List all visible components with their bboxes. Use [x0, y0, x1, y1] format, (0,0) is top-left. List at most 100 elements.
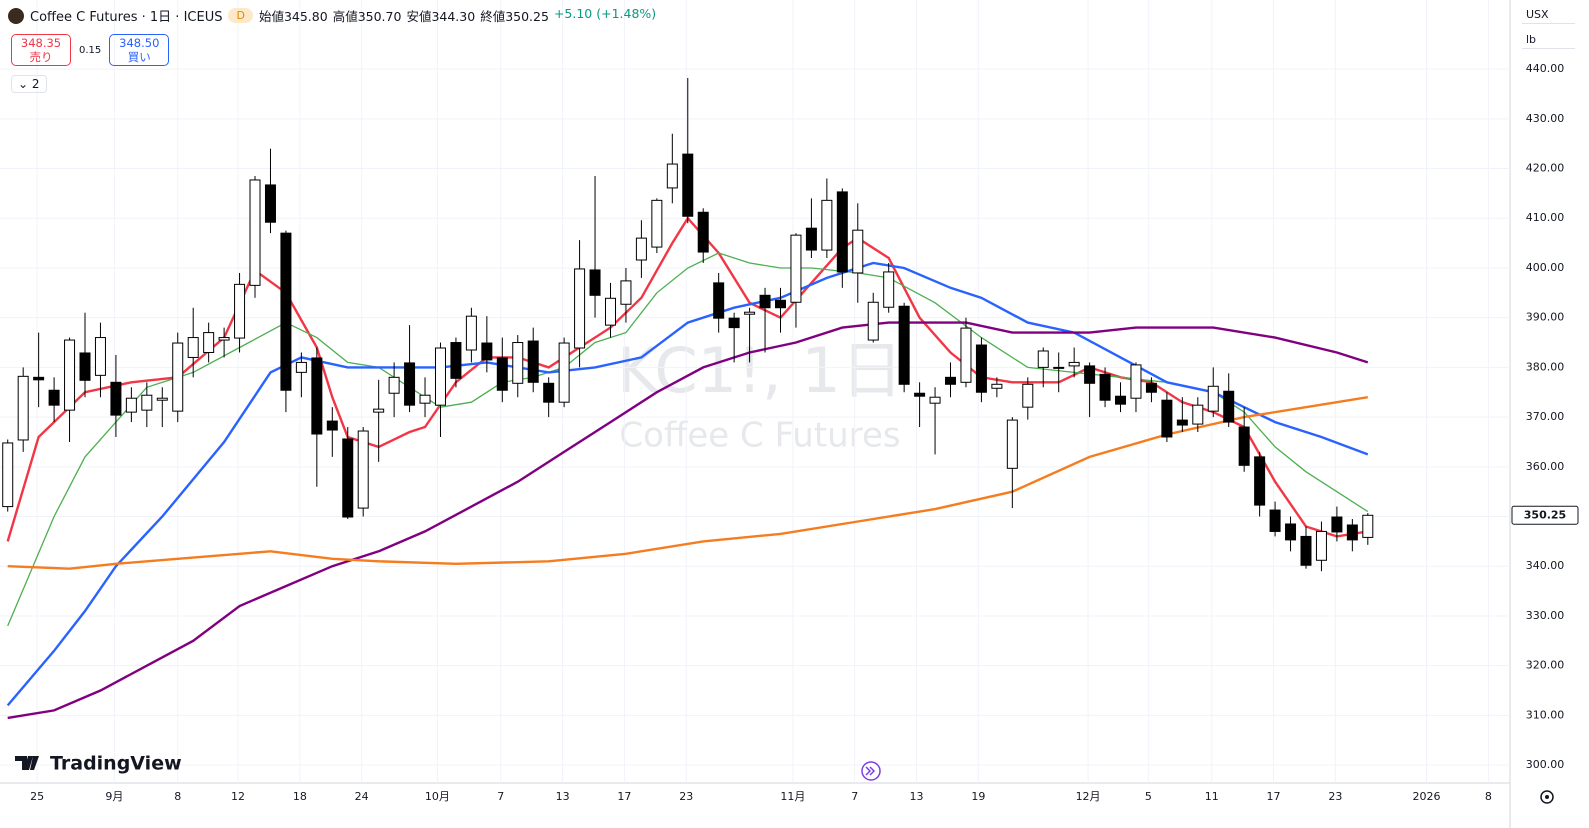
price-tag-label: 350.25: [1524, 508, 1566, 521]
buy-label: 買い: [127, 50, 151, 64]
moving-average: [6, 261, 1369, 707]
settings-button[interactable]: [1540, 790, 1554, 804]
buy-price: 348.50: [119, 36, 160, 50]
y-tick-label: 380.00: [1526, 360, 1565, 373]
x-tick-label: 2026: [1413, 790, 1441, 803]
candle-body: [1084, 365, 1096, 384]
candle-body: [1176, 419, 1188, 426]
y-tick-label: 310.00: [1526, 708, 1565, 721]
candle-body: [1223, 390, 1235, 423]
ohlc-item: +5.10 (+1.48%): [553, 6, 657, 21]
y-tick-label: 430.00: [1526, 112, 1565, 125]
y-tick-label: 340.00: [1526, 559, 1565, 572]
candle-body: [280, 232, 292, 391]
candle-body: [852, 229, 864, 274]
moving-average: [7, 396, 1368, 570]
watermark-title: KC1!, 1日: [617, 334, 903, 407]
candle-body: [434, 347, 446, 406]
indicator-toggle[interactable]: ⌄ 2: [11, 75, 47, 93]
candle-body: [141, 394, 153, 411]
x-tick-label: 17: [1267, 790, 1281, 803]
candle-body: [295, 361, 307, 373]
candle-body: [898, 305, 910, 385]
trade-buttons: 348.35 売り 0.15 348.50 買い: [11, 34, 170, 66]
candle-body: [713, 282, 725, 319]
candle-body: [1161, 399, 1173, 438]
x-tick-label: 12: [231, 790, 245, 803]
currency[interactable]: USX: [1522, 6, 1575, 24]
scroll-button[interactable]: [861, 761, 881, 781]
candle-body: [1207, 385, 1219, 412]
candle-body: [867, 301, 879, 341]
x-tick-label: 13: [556, 790, 570, 803]
y-tick-label: 410.00: [1526, 211, 1565, 224]
x-tick-label: 8: [1485, 790, 1492, 803]
candle-body: [481, 342, 493, 361]
y-tick-label: 360.00: [1526, 460, 1565, 473]
candle-body: [620, 280, 632, 305]
candle-body: [1346, 524, 1358, 541]
x-tick-label: 10月: [425, 790, 450, 803]
x-tick-label: 17: [617, 790, 631, 803]
candle-body: [1130, 364, 1142, 399]
buy-button[interactable]: 348.50 買い: [109, 34, 170, 66]
candle-body: [527, 340, 539, 383]
candle-body: [373, 408, 385, 413]
y-tick-label: 390.00: [1526, 311, 1565, 324]
y-tick-label: 320.00: [1526, 659, 1565, 672]
candle-body: [775, 299, 787, 309]
candle-body: [666, 163, 678, 189]
candle-body: [1238, 426, 1250, 466]
x-tick-label: 19: [971, 790, 985, 803]
sell-price: 348.35: [20, 36, 62, 50]
x-tick-label: 9月: [105, 790, 123, 803]
x-tick-label: 23: [679, 790, 693, 803]
gear-center: [1545, 795, 1549, 799]
candle-body: [883, 271, 895, 308]
ohlc-item: 安値344.30: [406, 9, 476, 24]
candle-body: [558, 342, 570, 403]
x-tick-label: 25: [30, 790, 44, 803]
x-tick-label: 11月: [780, 790, 805, 803]
sell-button[interactable]: 348.35 売り: [11, 34, 71, 66]
candle-body: [543, 382, 555, 403]
candle-body: [1053, 366, 1065, 369]
candle-body: [1254, 456, 1266, 506]
gear[interactable]: [1540, 790, 1554, 804]
candle-body: [234, 283, 246, 339]
candle-body: [1115, 395, 1127, 405]
x-tick-label: 13: [910, 790, 924, 803]
candle-body: [465, 315, 477, 351]
candle-body: [94, 337, 106, 376]
candle-body: [960, 327, 972, 383]
candle-body: [744, 311, 756, 315]
y-tick-label: 420.00: [1526, 162, 1565, 175]
candle-body: [929, 396, 941, 404]
plot: 300.00310.00320.00330.00340.00350.00360.…: [0, 0, 1579, 803]
y-tick-label: 300.00: [1526, 758, 1565, 771]
candle-body: [249, 179, 261, 286]
candle-body: [203, 332, 215, 353]
candle-body: [1022, 383, 1034, 408]
ohlc-item: 終値350.25: [480, 9, 549, 24]
candle-body: [48, 389, 60, 406]
x-tick-label: 8: [174, 790, 181, 803]
candle-body: [1006, 419, 1018, 469]
candle-body: [635, 237, 647, 261]
unit[interactable]: lb: [1522, 31, 1575, 49]
candle-body: [1331, 516, 1343, 533]
candle-body: [33, 376, 45, 381]
candle-body: [79, 352, 91, 381]
candle-body: [311, 357, 323, 435]
candle-body: [1037, 350, 1049, 368]
logo-mark: [15, 756, 39, 770]
x-tick-label: 24: [355, 790, 369, 803]
symbol[interactable]: Coffee C Futures · 1日 · ICEUS: [30, 10, 223, 25]
x-tick-label: 23: [1328, 790, 1342, 803]
candle-body: [156, 397, 168, 401]
candle-body: [728, 317, 740, 329]
x-tick-label: 7: [497, 790, 504, 803]
candle-body: [187, 337, 199, 358]
